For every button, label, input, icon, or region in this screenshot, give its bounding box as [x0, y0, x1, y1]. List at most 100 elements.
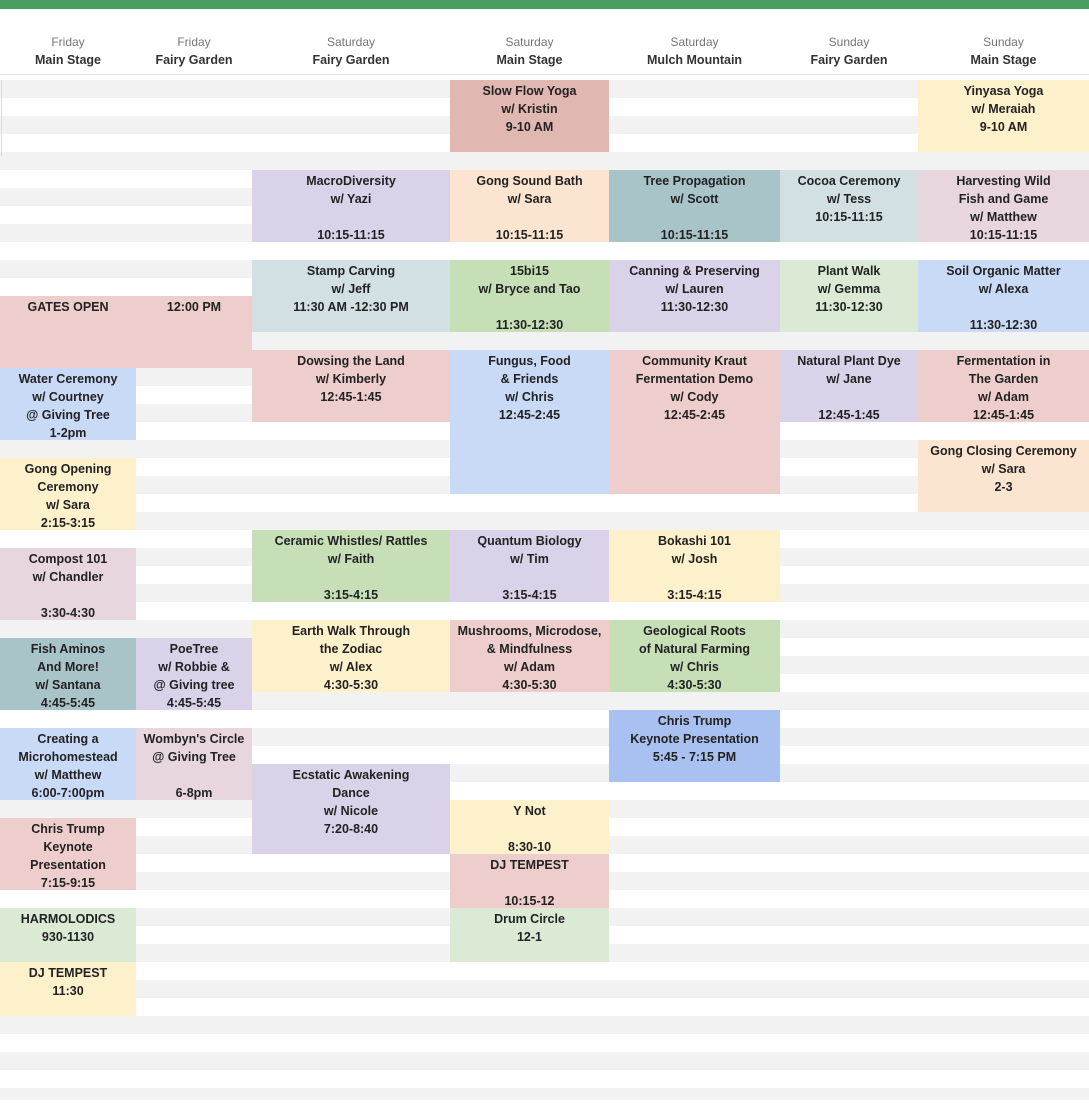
event-line: Tree Propagation [643, 174, 746, 188]
event-block[interactable]: Slow Flow Yoga w/ Kristin 9-10 AM [450, 80, 609, 152]
event-block[interactable]: Wombyn's Circle @ Giving Tree 6-8pm [136, 728, 252, 800]
event-block[interactable]: Fermentation in The Garden w/ Adam 12:45-1:… [918, 350, 1089, 422]
event-line: w/ Yazi [330, 192, 372, 206]
event-line [780, 388, 918, 406]
event-line: 12:45-1:45 [972, 408, 1035, 422]
event-block[interactable]: Chris Trump Keynote Presentation 7:15-9:15 [0, 818, 136, 890]
event-line: 3:15-4:15 [502, 588, 557, 602]
event-line: w/ Nicole [323, 804, 379, 818]
event-line: w/ Jeff [331, 282, 371, 296]
event-line: w/ Gemma [817, 282, 881, 296]
event-line: Ceremony [37, 480, 99, 494]
event-block[interactable]: Stamp Carving w/ Jeff 11:30 AM -12:30 PM [252, 260, 450, 332]
event-block[interactable]: HARMOLODICS 930-1130 [0, 908, 136, 962]
event-line: HARMOLODICS [20, 912, 116, 926]
grid-stripe [0, 1016, 1089, 1034]
column-stage: Fairy Garden [312, 53, 390, 67]
event-line [609, 208, 780, 226]
event-block[interactable]: DJ TEMPEST 11:30 [0, 962, 136, 1016]
event-line: of Natural Farming [638, 642, 751, 656]
event-block[interactable]: Dowsing the Land w/ Kimberly 12:45-1:45 [252, 350, 450, 422]
event-block[interactable]: 12:00 PM [136, 296, 252, 368]
event-line: 2:15-3:15 [40, 516, 96, 530]
event-line: 3:15-4:15 [667, 588, 722, 602]
event-block[interactable]: Quantum Biology w/ Tim 3:15-4:15 [450, 530, 609, 602]
event-line: Mushrooms, Microdose, [457, 624, 602, 638]
event-block[interactable]: Canning & Preserving w/ Lauren 11:30-12:30 [609, 260, 780, 332]
grid-stripe [0, 980, 1089, 998]
event-block[interactable]: Creating a Microhomestead w/ Matthew 6:00-7… [0, 728, 136, 800]
column-day: Saturday [505, 35, 554, 49]
event-block[interactable]: Yinyasa Yoga w/ Meraiah 9-10 AM [918, 80, 1089, 152]
event-line: Fish Aminos [30, 642, 106, 656]
event-block[interactable]: Soil Organic Matter w/ Alexa 11:30-12:30 [918, 260, 1089, 332]
event-line: w/ Sara [981, 462, 1026, 476]
event-line: Dance [332, 786, 370, 800]
event-block[interactable]: DJ TEMPEST 10:15-12 [450, 854, 609, 908]
event-line: w/ Bryce and Tao [478, 282, 581, 296]
event-block[interactable]: Community Kraut Fermentation Demo w/ Cody 1… [609, 350, 780, 494]
event-block[interactable]: Fungus, Food & Friends w/ Chris 12:45-2:45 [450, 350, 609, 494]
event-line [450, 208, 609, 226]
event-block[interactable]: Tree Propagation w/ Scott 10:15-11:15 [609, 170, 780, 242]
event-block[interactable]: Ecstatic Awakening Dance w/ Nicole 7:20-8:4… [252, 764, 450, 854]
header-divider [0, 74, 1089, 75]
event-line: w/ Faith [327, 552, 375, 566]
event-block[interactable]: Chris Trump Keynote Presentation 5:45 - 7:… [609, 710, 780, 782]
event-line: Fungus, Food [488, 354, 571, 368]
event-line: Chris Trump [31, 822, 105, 836]
column-header: Saturday Main Stage [450, 34, 609, 70]
event-block[interactable]: PoeTree w/ Robbie & @ Giving tree 4:45-5:45 [136, 638, 252, 710]
event-line: 4:45-5:45 [166, 696, 222, 710]
event-block[interactable]: Gong Sound Bath w/ Sara 10:15-11:15 [450, 170, 609, 242]
event-line: w/ Kristin [501, 102, 558, 116]
column-day: Friday [51, 35, 85, 49]
event-block[interactable]: Plant Walk w/ Gemma 11:30-12:30 [780, 260, 918, 332]
event-line: 12:00 PM [166, 300, 222, 314]
column-header: Saturday Mulch Mountain [609, 34, 780, 70]
event-line: Slow Flow Yoga [482, 84, 577, 98]
event-line [252, 208, 450, 226]
event-block[interactable]: Geological Roots of Natural Farming w/ Chr… [609, 620, 780, 692]
event-block[interactable]: Gong Opening Ceremony w/ Sara 2:15-3:15 [0, 458, 136, 530]
event-block[interactable]: Water Ceremony w/ Courtney @ Giving Tree 1-… [0, 368, 136, 440]
event-line: MacroDiversity [306, 174, 396, 188]
event-block[interactable]: Compost 101 w/ Chandler 3:30-4:30 [0, 548, 136, 620]
event-line: DJ TEMPEST [490, 858, 569, 872]
event-block[interactable]: Fish Aminos And More! w/ Santana 4:45-5:45 [0, 638, 136, 710]
event-block[interactable]: MacroDiversity w/ Yazi 10:15-11:15 [252, 170, 450, 242]
event-block[interactable]: Gong Closing Ceremony w/ Sara 2-3 [918, 440, 1089, 512]
event-line: 10:15-12 [504, 894, 555, 908]
event-line: Creating a [37, 732, 99, 746]
event-block[interactable]: Drum Circle 12-1 [450, 908, 609, 962]
event-line: w/ Adam [978, 390, 1029, 404]
event-line: w/ Sara [507, 192, 552, 206]
event-block[interactable]: Harvesting Wild Fish and Game w/ Matthew 10… [918, 170, 1089, 242]
event-line: w/ Robbie & [158, 660, 230, 674]
event-line: PoeTree [169, 642, 219, 656]
event-block[interactable]: Ceramic Whistles/ Rattles w/ Faith 3:15-4:… [252, 530, 450, 602]
event-block[interactable]: GATES OPEN [0, 296, 136, 368]
column-day: Friday [177, 35, 211, 49]
event-line: Ecstatic Awakening [292, 768, 410, 782]
event-line: Fish and Game [958, 192, 1049, 206]
event-line: w/ Josh [671, 552, 718, 566]
event-line: 15bi15 [510, 264, 549, 278]
grid-stripe [0, 1052, 1089, 1070]
event-block[interactable]: Earth Walk Through the Zodiac w/ Alex 4:30-… [252, 620, 450, 692]
event-block[interactable]: Natural Plant Dye w/ Jane 12:45-1:45 [780, 350, 918, 422]
event-line: 10:15-11:15 [969, 228, 1038, 242]
event-line: w/ Jane [826, 372, 872, 386]
event-line: w/ Chandler [32, 570, 104, 584]
event-block[interactable]: Cocoa Ceremony w/ Tess 10:15-11:15 [780, 170, 918, 242]
event-line: DJ TEMPEST [28, 966, 108, 980]
event-block[interactable]: Mushrooms, Microdose, & Mindfulness w/ Ada… [450, 620, 609, 692]
event-line: Y Not [513, 804, 546, 818]
grid-stripe [0, 332, 1089, 350]
event-line: w/ Sara [46, 498, 90, 512]
column-stage: Main Stage [35, 53, 101, 67]
event-block[interactable]: Y Not 8:30-10 [450, 800, 609, 854]
event-line [450, 568, 609, 586]
event-block[interactable]: Bokashi 101 w/ Josh 3:15-4:15 [609, 530, 780, 602]
event-block[interactable]: 15bi15 w/ Bryce and Tao 11:30-12:30 [450, 260, 609, 332]
